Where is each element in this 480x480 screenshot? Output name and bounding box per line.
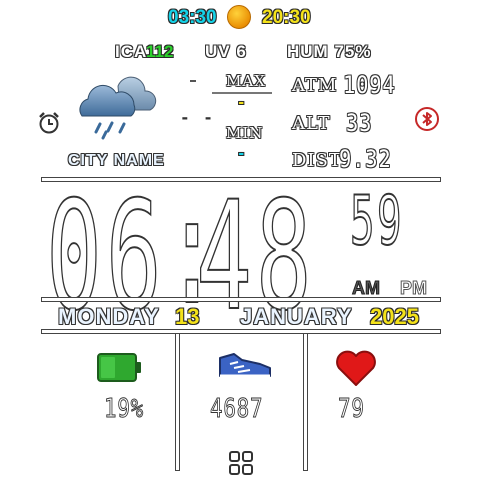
atm-value: 1094: [343, 71, 396, 99]
uv-index: UV 6: [205, 42, 247, 61]
alarm-icon[interactable]: [36, 110, 62, 136]
heart-rate: 79: [338, 394, 365, 425]
city-name: CITY NAME: [68, 152, 165, 169]
divider-vertical-left: [176, 334, 179, 470]
battery-percent: 19%: [104, 394, 144, 425]
clock-colon: :: [163, 164, 224, 338]
separator-date-top: [42, 298, 440, 301]
ica-label: ICA: [115, 42, 148, 61]
sun-icon: [226, 4, 252, 30]
pm-indicator: PM: [400, 278, 428, 299]
humidity: HUM 75%: [287, 42, 372, 61]
dist-label: DIST: [292, 150, 342, 171]
atm-label: ATM: [292, 75, 338, 96]
clock-seconds: 59: [349, 182, 404, 261]
dist-value: 9.32: [339, 145, 392, 173]
step-count: 4687: [210, 394, 264, 425]
rain-cloud-icon: [70, 76, 160, 140]
date-day: 13: [175, 304, 200, 329]
heart-icon[interactable]: [334, 350, 378, 388]
divider-vertical-right: [304, 334, 307, 470]
separator-date-bottom: [42, 330, 440, 333]
min-temperature: -: [237, 146, 246, 162]
date-year: 2025: [370, 304, 419, 329]
clock-minutes: 48: [195, 170, 316, 344]
am-indicator: AM: [352, 278, 381, 299]
shoe-icon[interactable]: [216, 348, 274, 382]
ica-value: 112: [146, 42, 174, 61]
separator-top: [42, 178, 440, 181]
min-label: MIN: [226, 124, 264, 142]
current-temperature: - -: [180, 108, 215, 127]
date-month: JANUARY: [240, 304, 353, 329]
sunset-time: 20:30: [262, 7, 311, 28]
date-weekday: MONDAY: [58, 304, 160, 329]
divider-mark: [212, 92, 272, 94]
sunrise-time: 03:30: [168, 7, 217, 28]
max-temperature: -: [237, 95, 246, 111]
alt-value: 33: [346, 109, 373, 137]
battery-icon[interactable]: [96, 351, 144, 385]
clock-hours: 06: [45, 170, 166, 344]
alt-label: ALT: [292, 113, 331, 134]
bluetooth-icon[interactable]: [414, 106, 440, 132]
divider-mark: [190, 80, 196, 82]
max-label: MAX: [226, 72, 266, 90]
apps-grid-icon[interactable]: [228, 450, 254, 476]
